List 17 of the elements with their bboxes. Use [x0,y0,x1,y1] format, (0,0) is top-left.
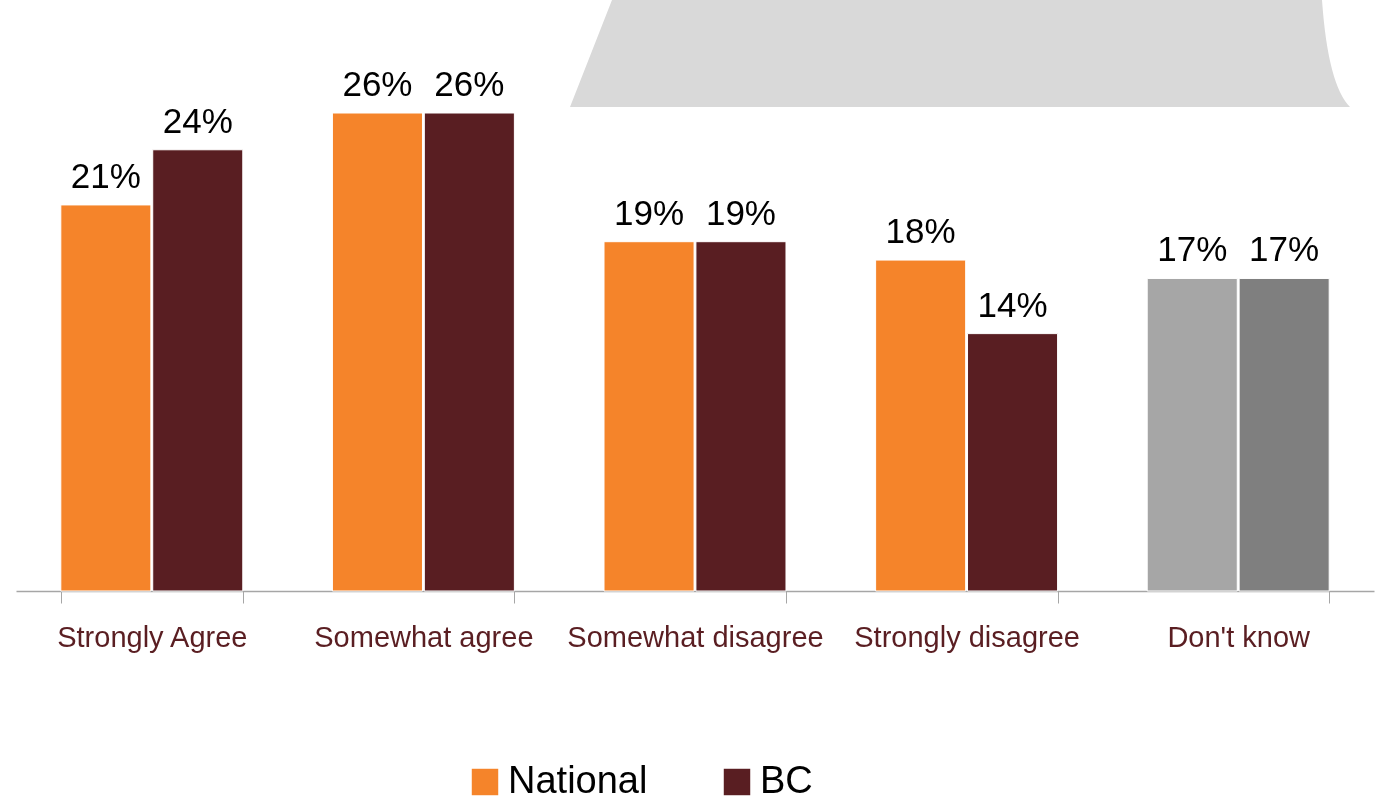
data-label: 21% [70,155,141,195]
x-tick-label: Strongly Agree [57,620,248,653]
x-tick-label: Don't know [1167,620,1312,653]
x-tick-label: Strongly disagree [854,620,1080,653]
data-label: 19% [705,192,776,232]
data-label: 18% [885,211,956,251]
data-label: 26% [434,64,505,103]
data-label: 24% [162,100,233,140]
data-label: 14% [977,284,1048,324]
data-label: 17% [1249,229,1320,269]
x-tick-label: Somewhat disagree [567,620,824,653]
data-label: 19% [614,192,685,232]
data-label: 17% [1157,229,1228,269]
legend-label: BC [760,759,813,801]
x-tick-label: Somewhat agree [314,620,534,653]
data-label: 26% [342,64,413,103]
legend-label: National [508,759,648,801]
